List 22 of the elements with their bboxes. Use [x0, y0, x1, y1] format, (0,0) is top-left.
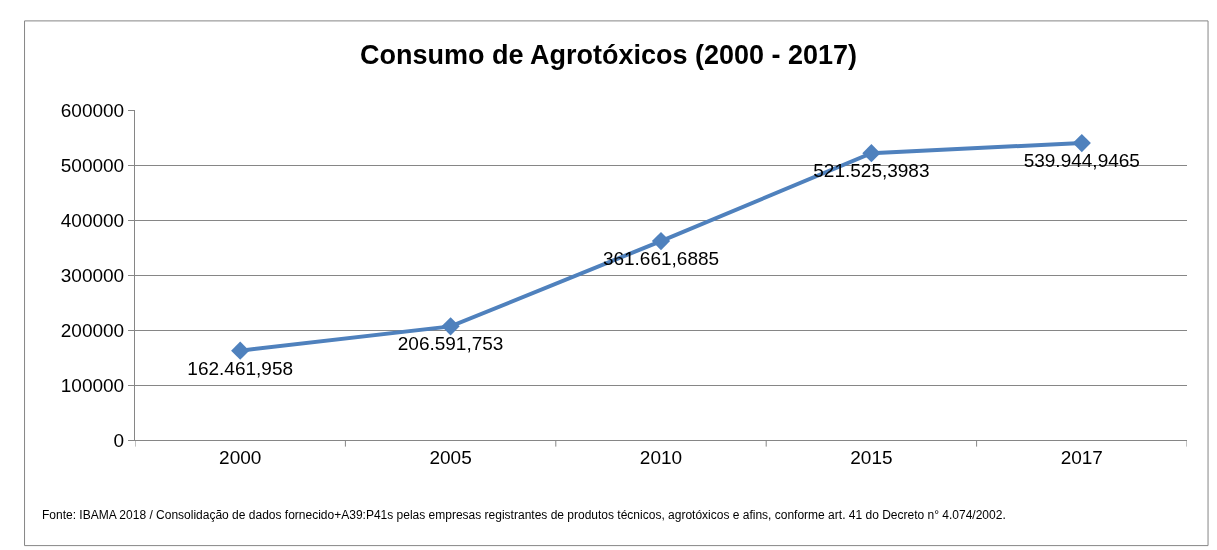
- y-tick-label: 0: [113, 429, 125, 451]
- point: [862, 144, 881, 163]
- x-tick-label: 2010: [639, 446, 683, 468]
- data-label: 539.944,9465: [1023, 150, 1140, 172]
- x-tick-label: 2017: [1060, 446, 1103, 468]
- y-tick-label: 100000: [60, 374, 125, 396]
- point: [441, 317, 460, 336]
- point: [651, 231, 671, 251]
- source-note: Fonte: IBAMA 2018 / Consolidação de dados fornecido+A39:P41s pelas empresas registrantes de produtos técnicos, agrotóxicos e afins, conforme art. 41 do Decreto n° 4.074/2002.: [42, 508, 1006, 522]
- point: [231, 341, 250, 360]
- x-tick-label: 2005: [429, 446, 472, 468]
- point: [1072, 133, 1091, 153]
- data-label: 206.591,753: [397, 333, 504, 355]
- y-tick-label: 600000: [60, 99, 125, 121]
- y-tick-label: 300000: [60, 264, 125, 286]
- y-tick-label: 200000: [60, 319, 125, 341]
- x-tick-label: 2000: [219, 446, 262, 468]
- data-label: 162.461,958: [187, 357, 294, 379]
- x-tick-label: 2015: [850, 446, 893, 468]
- y-tick-label: 400000: [60, 209, 125, 231]
- y-tick-label: 500000: [60, 154, 125, 176]
- chart-title: Consumo de Agrotóxicos (2000 - 2017): [359, 40, 858, 71]
